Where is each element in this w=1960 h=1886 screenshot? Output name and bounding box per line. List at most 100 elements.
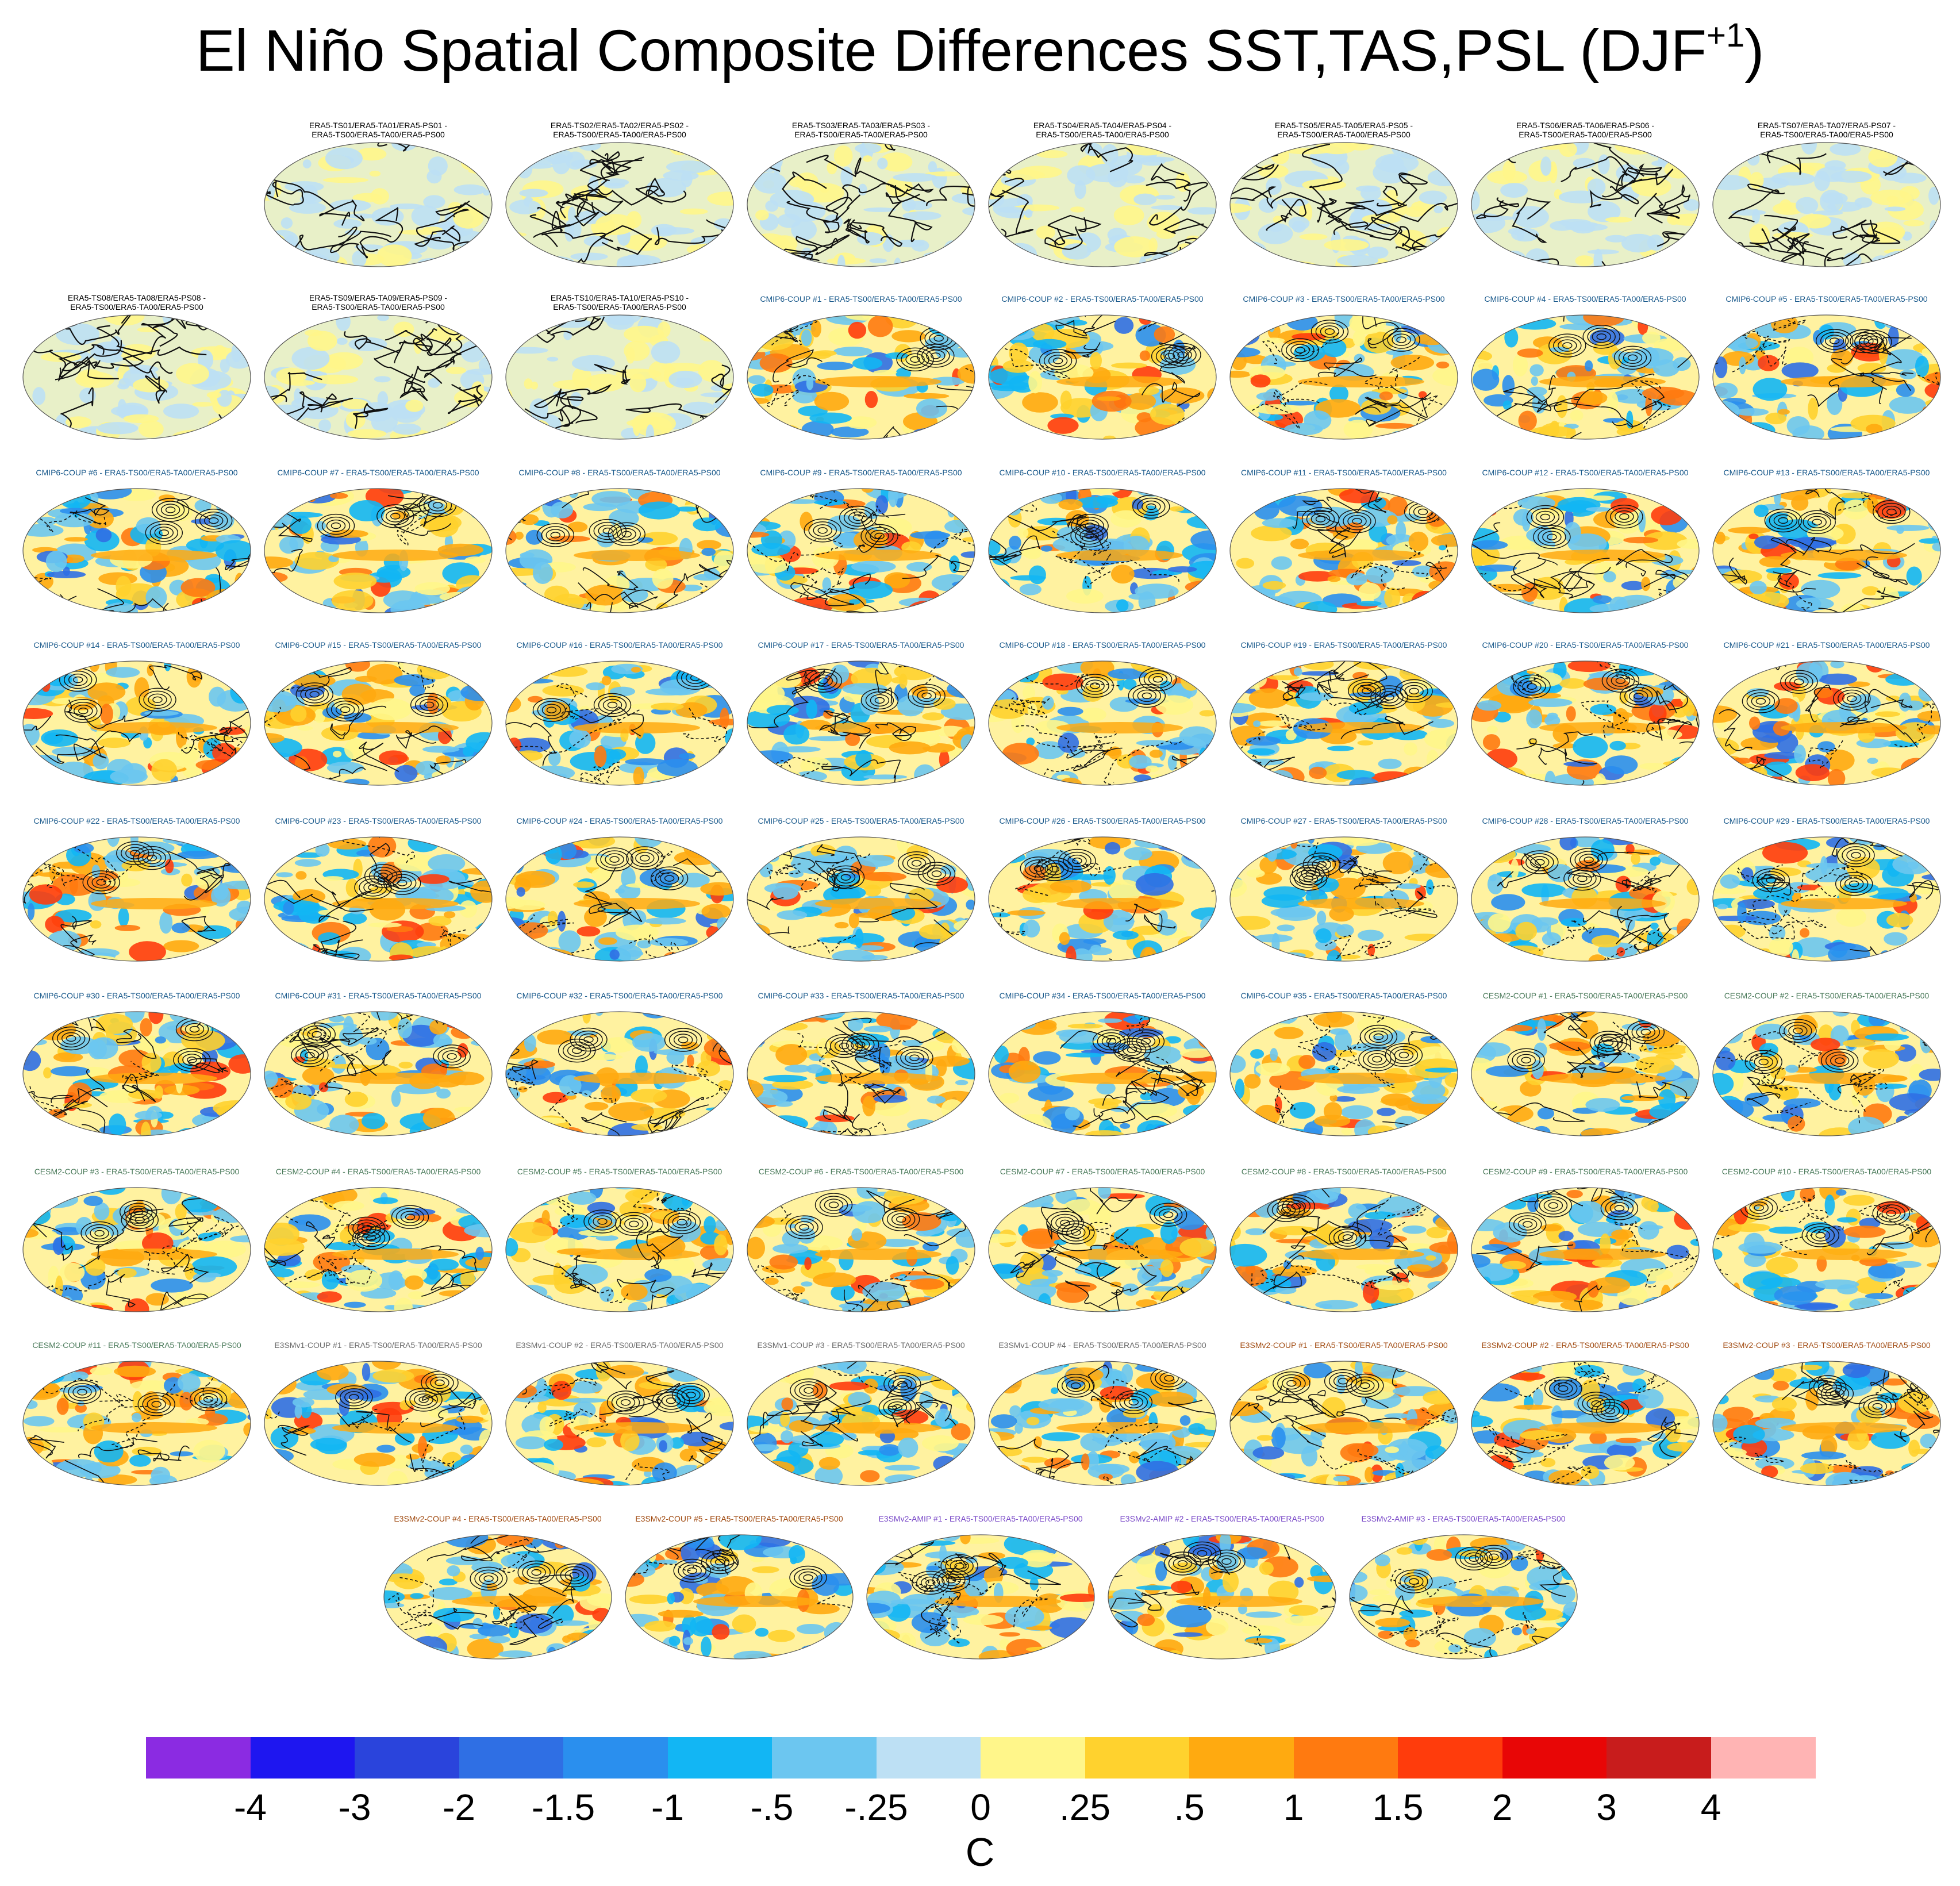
- panel-title-line: CMIP6-COUP #9 - ERA5-TS00/ERA5-TA00/ERA5…: [760, 468, 962, 477]
- panel-title: E3SMv2-AMIP #1 - ERA5-TS00/ERA5-TA00/ERA…: [860, 1514, 1101, 1523]
- panel-title-line: CMIP6-COUP #35 - ERA5-TS00/ERA5-TA00/ERA…: [1240, 991, 1447, 1000]
- map-panel: CMIP6-COUP #2 - ERA5-TS00/ERA5-TA00/ERA5…: [982, 293, 1223, 443]
- map-panel: CESM2-COUP #1 - ERA5-TS00/ERA5-TA00/ERA5…: [1465, 990, 1706, 1139]
- map-image: [264, 1011, 493, 1136]
- panel-title-line: CMIP6-COUP #30 - ERA5-TS00/ERA5-TA00/ERA…: [33, 991, 240, 1000]
- panel-title: CMIP6-COUP #26 - ERA5-TS00/ERA5-TA00/ERA…: [982, 816, 1223, 825]
- panel-title-line: E3SMv2-COUP #4 - ERA5-TS00/ERA5-TA00/ERA…: [394, 1514, 602, 1523]
- panel-title: CMIP6-COUP #19 - ERA5-TS00/ERA5-TA00/ERA…: [1223, 640, 1465, 650]
- map-image: [1712, 142, 1941, 267]
- map-image: [1471, 1361, 1700, 1486]
- map-image: [505, 1361, 734, 1486]
- panel-title: CESM2-COUP #3 - ERA5-TS00/ERA5-TA00/ERA5…: [16, 1167, 258, 1176]
- map-panel: CESM2-COUP #2 - ERA5-TS00/ERA5-TA00/ERA5…: [1706, 990, 1947, 1139]
- map-panel: CESM2-COUP #4 - ERA5-TS00/ERA5-TA00/ERA5…: [258, 1166, 499, 1315]
- map-image: [505, 1011, 734, 1136]
- map-image: [1471, 1011, 1700, 1136]
- map-image: [747, 1361, 975, 1486]
- panel-title-line: CMIP6-COUP #20 - ERA5-TS00/ERA5-TA00/ERA…: [1482, 640, 1689, 650]
- map-image: [22, 1011, 251, 1136]
- map-panel: CMIP6-COUP #29 - ERA5-TS00/ERA5-TA00/ERA…: [1706, 815, 1947, 965]
- map-image: [505, 314, 734, 440]
- panel-title: CMIP6-COUP #5 - ERA5-TS00/ERA5-TA00/ERA5…: [1706, 294, 1947, 304]
- map-image: [988, 1187, 1217, 1312]
- map-panel: CESM2-COUP #9 - ERA5-TS00/ERA5-TA00/ERA5…: [1465, 1166, 1706, 1315]
- panel-title: CMIP6-COUP #15 - ERA5-TS00/ERA5-TA00/ERA…: [258, 640, 499, 650]
- colorbar-box: [1502, 1737, 1607, 1779]
- colorbar-tick-label: 2: [1492, 1787, 1513, 1828]
- map-panel: CESM2-COUP #5 - ERA5-TS00/ERA5-TA00/ERA5…: [499, 1166, 740, 1315]
- panel-title-line: ERA5-TS02/ERA5-TA02/ERA5-PS02 -: [550, 121, 689, 130]
- map-panel: E3SMv1-COUP #3 - ERA5-TS00/ERA5-TA00/ERA…: [740, 1339, 982, 1489]
- panel-title-line: ERA5-TS00/ERA5-TA00/ERA5-PS00: [1277, 130, 1411, 139]
- colorbar-tick-label: .5: [1174, 1787, 1205, 1828]
- map-panel: E3SMv2-COUP #5 - ERA5-TS00/ERA5-TA00/ERA…: [618, 1513, 860, 1662]
- panel-title: ERA5-TS03/ERA5-TA03/ERA5-PS03 - ERA5-TS00…: [740, 121, 982, 139]
- panel-title: CMIP6-COUP #32 - ERA5-TS00/ERA5-TA00/ERA…: [499, 991, 740, 1000]
- colorbar-tick-label: 1.5: [1372, 1787, 1424, 1828]
- panel-title: E3SMv2-COUP #5 - ERA5-TS00/ERA5-TA00/ERA…: [618, 1514, 860, 1523]
- map-image: [1229, 1011, 1458, 1136]
- panel-title: E3SMv2-COUP #4 - ERA5-TS00/ERA5-TA00/ERA…: [377, 1514, 618, 1523]
- panel-title: CMIP6-COUP #12 - ERA5-TS00/ERA5-TA00/ERA…: [1465, 468, 1706, 477]
- panel-title-line: E3SMv2-AMIP #2 - ERA5-TS00/ERA5-TA00/ERA…: [1120, 1514, 1324, 1523]
- map-panel: CMIP6-COUP #34 - ERA5-TS00/ERA5-TA00/ERA…: [982, 990, 1223, 1139]
- colorbar-tick-label: -1: [651, 1787, 684, 1828]
- map-panel: CMIP6-COUP #28 - ERA5-TS00/ERA5-TA00/ERA…: [1465, 815, 1706, 965]
- colorbar-box: [250, 1737, 355, 1779]
- map-panel: E3SMv2-COUP #2 - ERA5-TS00/ERA5-TA00/ERA…: [1465, 1339, 1706, 1489]
- panel-title: CMIP6-COUP #2 - ERA5-TS00/ERA5-TA00/ERA5…: [982, 294, 1223, 304]
- panel-title: CESM2-COUP #4 - ERA5-TS00/ERA5-TA00/ERA5…: [258, 1167, 499, 1176]
- map-image: [747, 488, 975, 613]
- map-panel: CESM2-COUP #8 - ERA5-TS00/ERA5-TA00/ERA5…: [1223, 1166, 1465, 1315]
- panel-title: ERA5-TS08/ERA5-TA08/ERA5-PS08 - ERA5-TS00…: [16, 293, 258, 312]
- map-image: [988, 1361, 1217, 1486]
- colorbar-box: [667, 1737, 773, 1779]
- colorbar-box: [563, 1737, 668, 1779]
- panel-title-line: E3SMv2-AMIP #3 - ERA5-TS00/ERA5-TA00/ERA…: [1361, 1514, 1566, 1523]
- panel-title-line: CMIP6-COUP #3 - ERA5-TS00/ERA5-TA00/ERA5…: [1243, 294, 1445, 304]
- map-image: [747, 1187, 975, 1312]
- panel-title: ERA5-TS10/ERA5-TA10/ERA5-PS10 - ERA5-TS00…: [499, 293, 740, 312]
- map-panel: CMIP6-COUP #30 - ERA5-TS00/ERA5-TA00/ERA…: [16, 990, 258, 1139]
- map-panel: E3SMv2-COUP #1 - ERA5-TS00/ERA5-TA00/ERA…: [1223, 1339, 1465, 1489]
- panel-title-line: CMIP6-COUP #29 - ERA5-TS00/ERA5-TA00/ERA…: [1723, 816, 1930, 825]
- panel-title: E3SMv2-AMIP #2 - ERA5-TS00/ERA5-TA00/ERA…: [1101, 1514, 1343, 1523]
- map-panel: ERA5-TS01/ERA5-TA01/ERA5-PS01 - ERA5-TS00…: [258, 121, 499, 270]
- map-panel: CMIP6-COUP #5 - ERA5-TS00/ERA5-TA00/ERA5…: [1706, 293, 1947, 443]
- panel-title: CMIP6-COUP #27 - ERA5-TS00/ERA5-TA00/ERA…: [1223, 816, 1465, 825]
- map-image: [1229, 660, 1458, 786]
- map-panel: ERA5-TS08/ERA5-TA08/ERA5-PS08 - ERA5-TS00…: [16, 293, 258, 443]
- panel-title-line: CESM2-COUP #10 - ERA5-TS00/ERA5-TA00/ERA…: [1721, 1167, 1932, 1176]
- panel-title-line: CMIP6-COUP #19 - ERA5-TS00/ERA5-TA00/ERA…: [1240, 640, 1447, 650]
- figure-title: El Niño Spatial Composite Differences SS…: [0, 17, 1960, 84]
- map-panel: CMIP6-COUP #1 - ERA5-TS00/ERA5-TA00/ERA5…: [740, 293, 982, 443]
- panel-title-line: ERA5-TS00/ERA5-TA00/ERA5-PS00: [312, 302, 445, 312]
- panel-title-line: ERA5-TS00/ERA5-TA00/ERA5-PS00: [553, 302, 686, 312]
- map-image: [1471, 488, 1700, 613]
- colorbar: [146, 1737, 1816, 1779]
- title-close: ): [1744, 18, 1765, 83]
- map-image: [22, 836, 251, 962]
- panel-title-line: E3SMv1-COUP #4 - ERA5-TS00/ERA5-TA00/ERA…: [998, 1340, 1206, 1350]
- panel-title: CMIP6-COUP #4 - ERA5-TS00/ERA5-TA00/ERA5…: [1465, 294, 1706, 304]
- panel-title-line: CMIP6-COUP #28 - ERA5-TS00/ERA5-TA00/ERA…: [1482, 816, 1689, 825]
- map-panel: E3SMv2-AMIP #1 - ERA5-TS00/ERA5-TA00/ERA…: [860, 1513, 1101, 1662]
- panel-title-line: ERA5-TS00/ERA5-TA00/ERA5-PS00: [553, 130, 686, 139]
- map-image: [1712, 836, 1941, 962]
- panel-title: E3SMv1-COUP #2 - ERA5-TS00/ERA5-TA00/ERA…: [499, 1340, 740, 1350]
- map-image: [1712, 314, 1941, 440]
- map-panel: ERA5-TS02/ERA5-TA02/ERA5-PS02 - ERA5-TS00…: [499, 121, 740, 270]
- panel-title-line: CMIP6-COUP #11 - ERA5-TS00/ERA5-TA00/ERA…: [1241, 468, 1447, 477]
- map-panel: CMIP6-COUP #26 - ERA5-TS00/ERA5-TA00/ERA…: [982, 815, 1223, 965]
- panel-title: CESM2-COUP #9 - ERA5-TS00/ERA5-TA00/ERA5…: [1465, 1167, 1706, 1176]
- map-panel: CMIP6-COUP #12 - ERA5-TS00/ERA5-TA00/ERA…: [1465, 467, 1706, 616]
- panel-title-line: CMIP6-COUP #26 - ERA5-TS00/ERA5-TA00/ERA…: [999, 816, 1206, 825]
- map-panel: CMIP6-COUP #10 - ERA5-TS00/ERA5-TA00/ERA…: [982, 467, 1223, 616]
- map-image: [988, 1011, 1217, 1136]
- map-panel: CMIP6-COUP #7 - ERA5-TS00/ERA5-TA00/ERA5…: [258, 467, 499, 616]
- panel-title: CMIP6-COUP #17 - ERA5-TS00/ERA5-TA00/ERA…: [740, 640, 982, 650]
- map-panel: CESM2-COUP #6 - ERA5-TS00/ERA5-TA00/ERA5…: [740, 1166, 982, 1315]
- panel-title: CMIP6-COUP #20 - ERA5-TS00/ERA5-TA00/ERA…: [1465, 640, 1706, 650]
- panel-title-line: ERA5-TS09/ERA5-TA09/ERA5-PS09 -: [309, 293, 448, 302]
